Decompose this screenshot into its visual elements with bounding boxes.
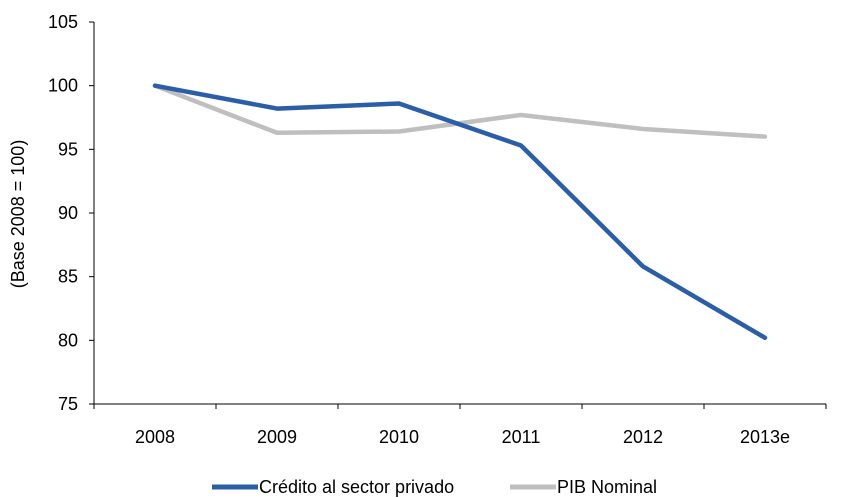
x-tick-label: 2010 — [379, 427, 419, 447]
legend-label-pib: PIB Nominal — [557, 477, 657, 497]
y-tick-label: 75 — [58, 394, 78, 414]
y-tick-label: 95 — [58, 139, 78, 159]
series-line-pib — [152, 83, 768, 139]
x-tick-label: 2011 — [502, 427, 541, 447]
series-layer — [152, 83, 768, 341]
x-tick-label: 2013e — [740, 427, 790, 447]
legend: Crédito al sector privado PIB Nominal — [212, 477, 657, 497]
y-tick-label: 105 — [48, 12, 78, 32]
x-tick-label: 2008 — [135, 427, 175, 447]
x-tick-label: 2009 — [257, 427, 297, 447]
x-axis-ticks: 2008 2009 2010 2011 2012 2013e — [93, 404, 827, 447]
y-axis-ticks: 75 80 85 90 95 100 105 — [48, 12, 94, 414]
y-tick-label: 90 — [58, 203, 78, 223]
y-tick-label: 85 — [58, 267, 78, 287]
legend-label-credito: Crédito al sector privado — [259, 477, 454, 497]
y-axis-label: (Base 2008 = 100) — [8, 140, 28, 289]
y-tick-label: 100 — [48, 76, 78, 96]
x-tick-label: 2012 — [623, 427, 663, 447]
series-line-credito — [152, 83, 768, 341]
y-tick-label: 80 — [58, 330, 78, 350]
